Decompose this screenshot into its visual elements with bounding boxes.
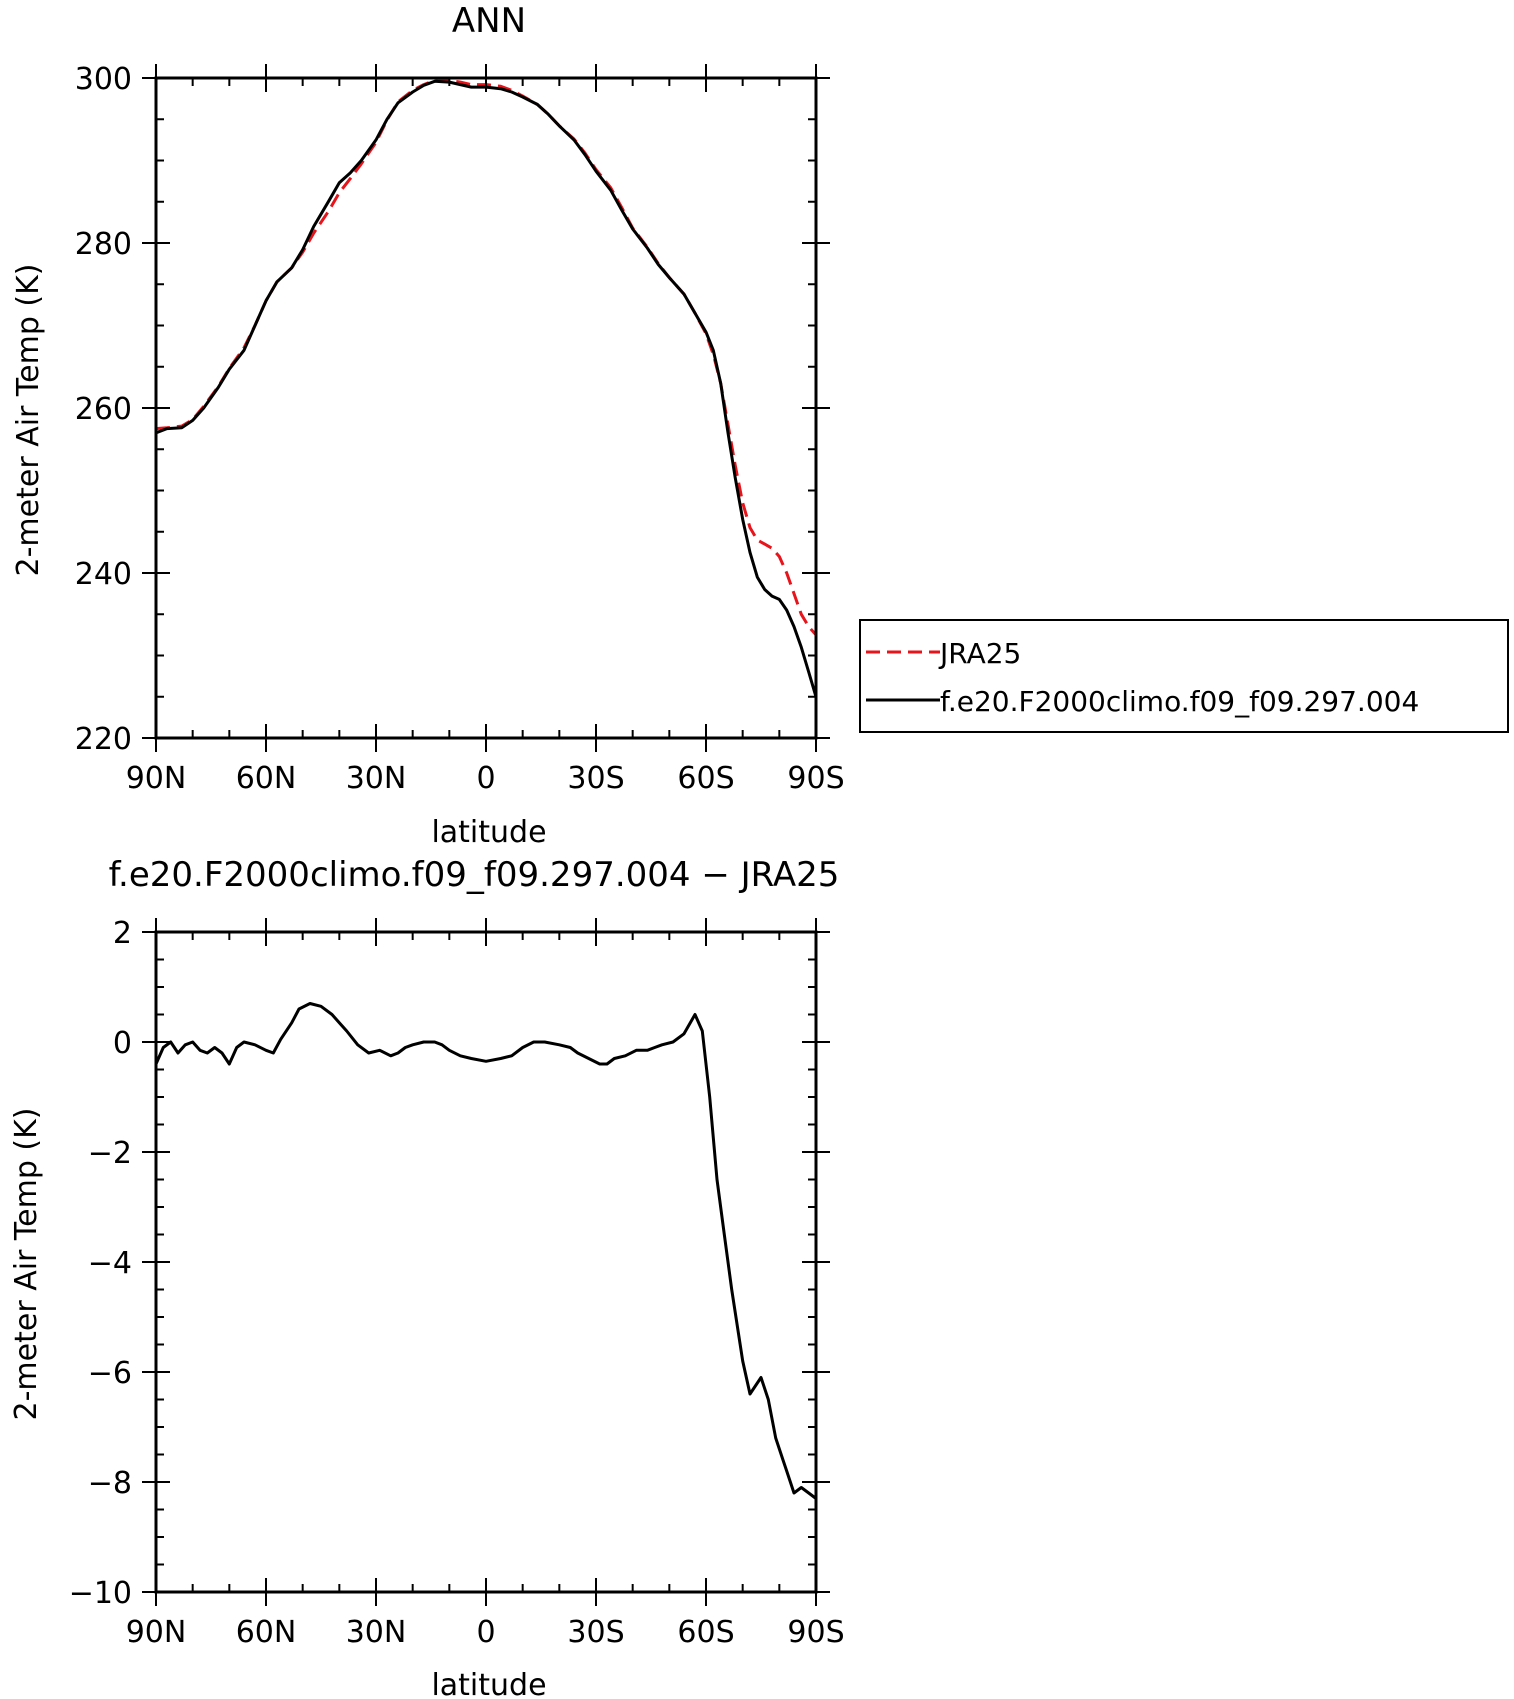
- bottom-plot: f.e20.F2000climo.f09_f09.297.004 − JRA25…: [9, 855, 845, 1699]
- bottom-y-tick-label: −2: [88, 1136, 132, 1171]
- top-x-tick-label: 30S: [567, 761, 624, 796]
- legend-box: [859, 619, 1509, 733]
- bottom-series-line-0: [154, 1002, 817, 1500]
- top-series-line-0: [155, 79, 818, 636]
- bottom-x-tick-label: 90S: [787, 1615, 844, 1650]
- top-y-tick-label: 300: [75, 62, 132, 97]
- top-y-tick-label: 240: [75, 557, 132, 592]
- top-series-line-1: [155, 79, 818, 698]
- top-plot: ANN latitude 2-meter Air Temp (K) 90N 60N…: [11, 1, 845, 850]
- top-x-tick-label: 0: [476, 761, 495, 796]
- bottom-x-tick-label: 90N: [126, 1615, 187, 1650]
- top-plot-frame: [154, 76, 818, 740]
- legend: JRA25 f.e20.F2000climo.f09_f09.297.004: [859, 619, 1509, 733]
- top-y-tick-label: 280: [75, 227, 132, 262]
- bottom-plot-marks: 90N 60N 30N 0 30S 60S 90S −10 −8 −6 −4 −2 0 2: [69, 916, 845, 1650]
- bottom-plot-title: f.e20.F2000climo.f09_f09.297.004 − JRA25: [109, 855, 840, 895]
- bottom-y-tick-label: −10: [69, 1576, 132, 1611]
- top-x-tick-label: 60S: [677, 761, 734, 796]
- bottom-y-tick-label: −8: [88, 1466, 132, 1501]
- bottom-plot-ylabel: 2-meter Air Temp (K): [9, 1108, 44, 1421]
- top-x-tick-label: 90S: [787, 761, 844, 796]
- top-plot-ylabel: 2-meter Air Temp (K): [11, 264, 46, 577]
- bottom-plot-frame: [154, 930, 818, 1594]
- bottom-x-tick-label: 60N: [236, 1615, 297, 1650]
- bottom-x-tick-label: 60S: [677, 1615, 734, 1650]
- bottom-y-tick-label: 0: [113, 1026, 132, 1061]
- top-y-tick-label: 260: [75, 392, 132, 427]
- top-x-tick-label: 60N: [236, 761, 297, 796]
- bottom-x-tick-label: 30N: [346, 1615, 407, 1650]
- top-plot-title: ANN: [452, 1, 526, 41]
- top-plot-xlabel: latitude: [431, 815, 546, 850]
- bottom-y-tick-label: 2: [113, 916, 132, 951]
- bottom-x-tick-label: 30S: [567, 1615, 624, 1650]
- bottom-x-tick-label: 0: [476, 1615, 495, 1650]
- top-x-tick-label: 30N: [346, 761, 407, 796]
- top-y-tick-label: 220: [75, 722, 132, 757]
- top-x-tick-label: 90N: [126, 761, 187, 796]
- bottom-y-tick-label: −4: [88, 1246, 132, 1281]
- bottom-plot-xlabel: latitude: [431, 1668, 546, 1699]
- legend-label-jra25: JRA25: [938, 637, 1021, 670]
- top-plot-marks: 90N 60N 30N 0 30S 60S 90S 220 240 260 280 300: [75, 62, 845, 796]
- legend-label-model: f.e20.F2000climo.f09_f09.297.004: [940, 685, 1419, 718]
- bottom-y-tick-label: −6: [88, 1356, 132, 1391]
